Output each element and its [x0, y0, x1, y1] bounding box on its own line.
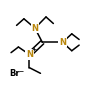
Text: Br: Br [9, 69, 20, 78]
Text: +: + [31, 47, 36, 52]
Text: N: N [31, 24, 38, 33]
Text: N: N [26, 50, 33, 59]
Text: −: − [18, 68, 24, 73]
Text: N: N [59, 38, 66, 47]
